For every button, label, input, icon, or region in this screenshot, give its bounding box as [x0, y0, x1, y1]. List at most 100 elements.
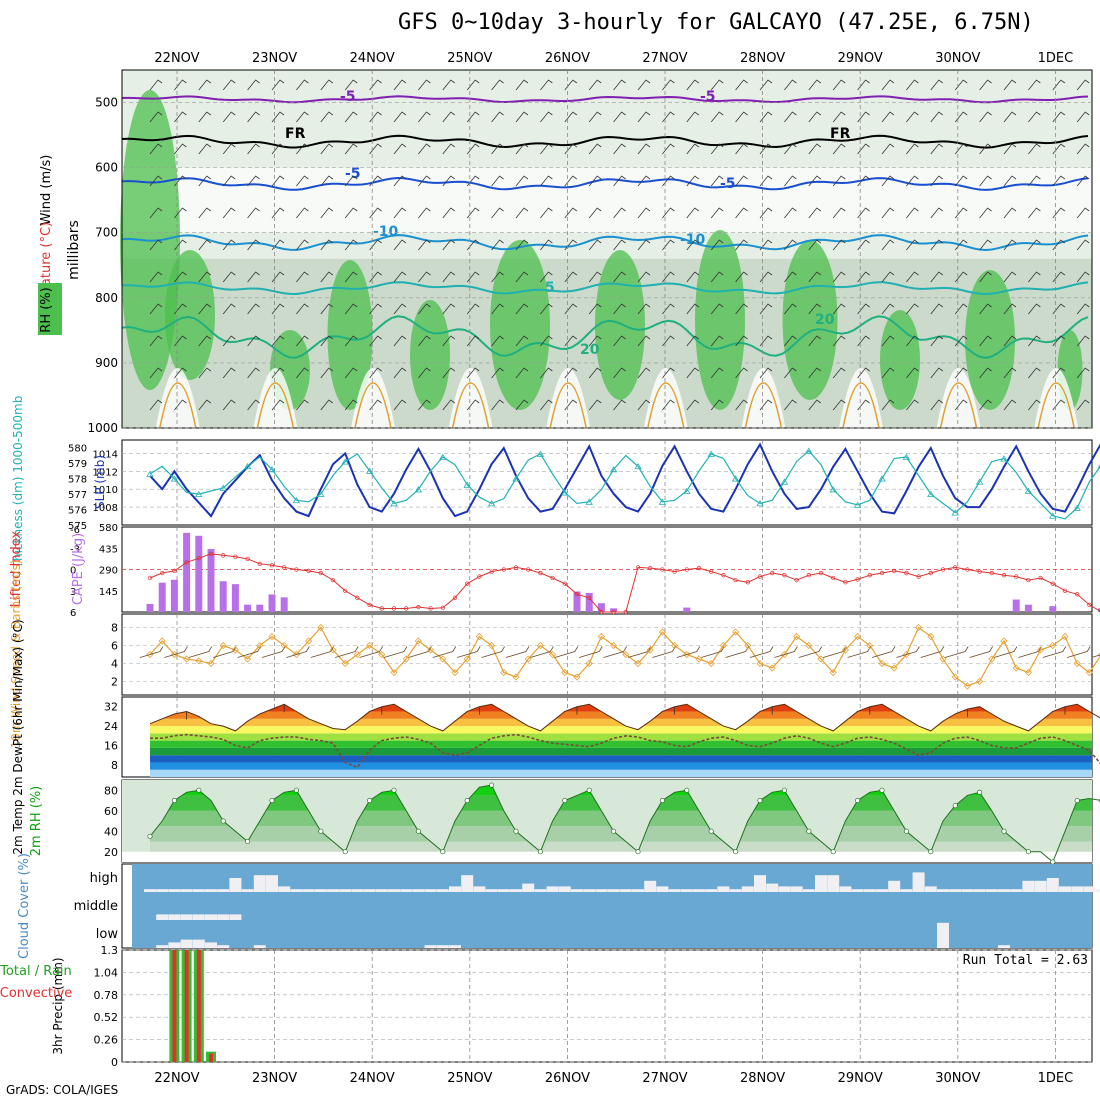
thickness-point	[463, 481, 471, 488]
wind-barb	[930, 79, 944, 91]
wind-barb	[296, 111, 309, 123]
lifted-index-tick-label: -6	[70, 525, 80, 536]
wind-barb	[418, 111, 431, 123]
y-tick-label: 8	[111, 622, 118, 635]
cloud-high-bar	[229, 878, 242, 892]
wind-barb	[515, 335, 529, 347]
cloud-high-bar	[1010, 889, 1023, 892]
rh-point	[220, 818, 226, 824]
wind-barb	[881, 399, 895, 411]
lifted-index-point	[757, 574, 763, 579]
thickness-point	[317, 490, 325, 497]
surface-dry-spike	[448, 368, 493, 428]
wind-barb	[881, 143, 895, 155]
slp-series-line	[149, 442, 1100, 518]
wind-barb	[710, 367, 724, 379]
wind-speed-point	[231, 646, 239, 654]
wind-barb-10m	[359, 646, 383, 658]
wind-barb	[320, 207, 334, 219]
wind-barb	[1076, 175, 1090, 187]
lifted-index-point	[379, 606, 384, 611]
wind-barb	[442, 335, 456, 347]
wind-barb	[442, 399, 456, 411]
lifted-index-point	[416, 604, 421, 610]
thickness-point	[780, 478, 789, 485]
cloud-high-bar	[778, 886, 791, 892]
thickness-point	[487, 500, 496, 507]
cloud-low-bar	[424, 945, 437, 948]
cloud-high-bar	[290, 889, 303, 892]
cape-bar	[183, 532, 191, 612]
lifted-index-tick-label: 3	[70, 587, 76, 598]
wind-barb	[588, 271, 602, 283]
wind-speed-point	[695, 655, 703, 663]
wind-barb	[296, 79, 309, 91]
lifted-index-point	[696, 565, 702, 571]
wind-barb	[710, 79, 724, 91]
wind-barb	[906, 271, 919, 283]
wind-speed-point	[256, 641, 264, 650]
wind-barb	[1003, 239, 1017, 251]
lifted-index-point	[989, 570, 994, 576]
cape-bar	[170, 579, 178, 612]
wind-barb	[881, 335, 895, 347]
wind-barb	[442, 303, 456, 315]
wind-barb	[808, 143, 822, 155]
lifted-index-point	[599, 609, 604, 615]
wind-barb	[222, 271, 236, 283]
lifted-index-point	[233, 554, 238, 559]
thickness-point	[756, 500, 764, 507]
cloud-high-bar	[522, 883, 535, 892]
wind-speed-point	[500, 668, 508, 677]
cloud-low-bar	[180, 939, 193, 948]
date-label-bottom: 23NOV	[252, 1071, 297, 1086]
temp-tick-label: 16	[104, 739, 118, 752]
wind-barb	[149, 367, 163, 379]
wind-barb	[710, 335, 724, 347]
lifted-index-point	[953, 565, 958, 570]
wind-barb	[735, 367, 748, 379]
rh-point	[171, 797, 177, 804]
wind-barb	[393, 367, 407, 379]
wind-barb	[637, 303, 651, 315]
wind-barb	[1028, 79, 1041, 91]
rh-point	[611, 828, 617, 834]
wind-barb-10m	[774, 646, 798, 658]
wind-barb	[344, 207, 358, 219]
wind-barb	[979, 335, 992, 347]
wind-barb	[588, 367, 602, 379]
wind-barb	[515, 367, 529, 379]
wind-barb	[710, 207, 724, 219]
cape-bar	[231, 584, 239, 612]
temperature-band	[122, 697, 1092, 704]
rh-point	[1050, 859, 1056, 865]
temperature-band	[150, 755, 1092, 763]
pressure-tick-label: 600	[95, 161, 118, 175]
wind-barb	[1003, 175, 1017, 187]
cloud-middle-bar	[205, 914, 217, 920]
cloud-high-bar	[1022, 880, 1035, 892]
thickness-point	[439, 453, 447, 460]
wind-barb	[564, 271, 578, 283]
lifted-index-point	[355, 595, 360, 600]
surface-dry-spike	[253, 368, 298, 428]
cloud-high-bar	[534, 889, 547, 892]
thickness-point	[414, 486, 423, 493]
cloud-high-bar	[546, 886, 559, 892]
wind-barb-10m	[603, 646, 627, 658]
rh-point	[952, 803, 958, 809]
wind-barb	[442, 111, 456, 123]
wind-barb	[832, 367, 846, 379]
thickness-point	[536, 450, 545, 457]
rh-point	[757, 797, 763, 804]
isotherm-5	[121, 176, 1089, 191]
slp-tick-label: 1008	[93, 503, 118, 514]
wind-barb	[247, 303, 260, 315]
cloud-middle-bar	[217, 914, 230, 920]
wind-barb	[247, 367, 260, 379]
wind-barb	[198, 239, 212, 251]
temperature-band	[150, 762, 1092, 770]
thickness-point	[170, 475, 179, 482]
thickness-point	[927, 490, 935, 497]
date-label-top: 28NOV	[740, 51, 785, 66]
